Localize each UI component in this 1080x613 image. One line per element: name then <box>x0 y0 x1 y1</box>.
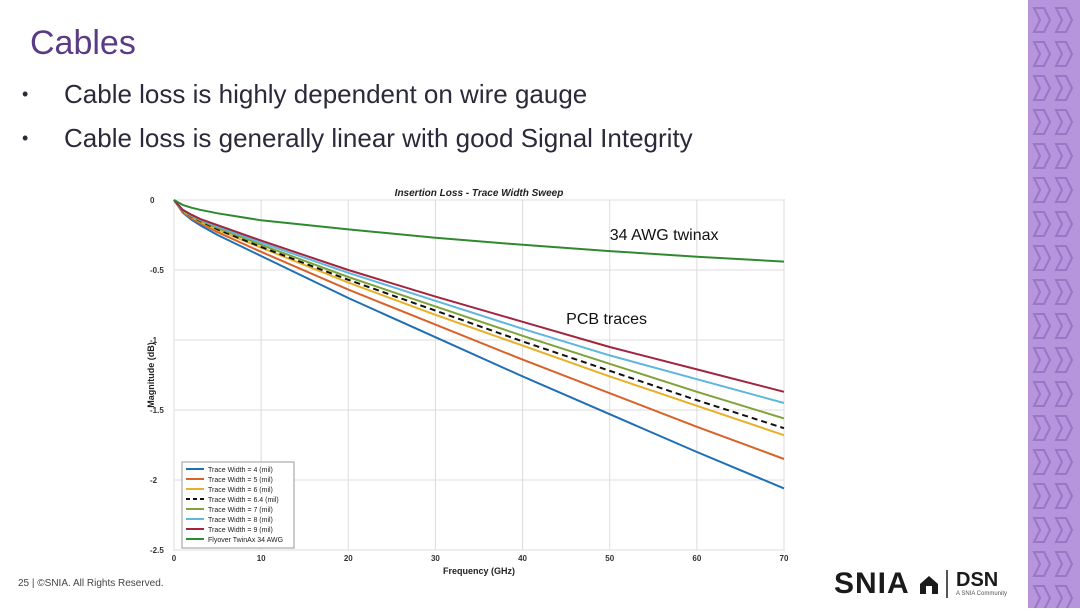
bullet-dot-icon: • <box>22 128 29 148</box>
y-tick-label: -2 <box>150 476 158 485</box>
x-tick-label: 10 <box>257 554 266 563</box>
x-tick-label: 30 <box>431 554 440 563</box>
chevron-pattern-icon <box>1032 7 1074 611</box>
x-tick-label: 60 <box>692 554 701 563</box>
legend-box <box>181 461 295 549</box>
snia-logo: SNIA <box>834 567 910 600</box>
chart-annotation: PCB traces <box>566 311 647 328</box>
legend-label: Trace Width = 8 (mil) <box>208 517 273 524</box>
y-tick-label: -0.5 <box>150 266 164 275</box>
y-axis-label: Magnitude (dB) <box>146 342 156 408</box>
x-tick-label: 0 <box>172 554 177 563</box>
series-line <box>173 199 785 460</box>
series-line <box>173 199 785 263</box>
logo-divider <box>946 570 948 598</box>
legend-label: Trace Width = 7 (mil) <box>208 507 273 514</box>
bullet-text: Cable loss is generally linear with good… <box>64 123 693 153</box>
snia-logo-mark-icon <box>920 576 938 594</box>
insertion-loss-chart: 0 10 20 30 40 50 60 70 0 -0.5 -1 -1.5 -2 -2.5 Insertio… <box>146 188 789 576</box>
x-axis-label: Frequency (GHz) <box>443 566 515 576</box>
legend-label: Trace Width = 4 (mil) <box>208 467 273 474</box>
x-tick-label: 70 <box>780 554 789 563</box>
footer-copyright: 25 | ©SNIA. All Rights Reserved. <box>18 578 164 589</box>
legend-label: Trace Width = 5 (mil) <box>208 477 273 484</box>
y-tick-label: -2.5 <box>150 546 164 555</box>
x-tick-label: 20 <box>344 554 353 563</box>
dsn-logo: DSN <box>956 569 999 591</box>
legend-label: Trace Width = 6 (mil) <box>208 487 273 494</box>
legend-label: Flyover TwinAx 34 AWG <box>208 537 283 544</box>
dsn-logo-tagline: A SNIA Community <box>956 591 1008 597</box>
y-tick-label: 0 <box>150 196 155 205</box>
y-tick-label: -1 <box>150 336 158 345</box>
series-line <box>173 199 785 490</box>
x-tick-label: 50 <box>605 554 614 563</box>
y-tick-label: -1.5 <box>150 406 164 415</box>
chart-title: Insertion Loss - Trace Width Sweep <box>395 188 564 199</box>
legend-label: Trace Width = 6.4 (mil) <box>208 497 279 504</box>
bullet-dot-icon: • <box>22 84 29 104</box>
slide-title: Cables <box>30 24 136 62</box>
decorative-band <box>1028 0 1080 611</box>
x-tick-label: 40 <box>518 554 527 563</box>
legend-label: Trace Width = 9 (mil) <box>208 527 273 534</box>
series-line <box>173 199 785 393</box>
bullet-text: Cable loss is highly dependent on wire g… <box>64 79 588 109</box>
chart-annotation: 34 AWG twinax <box>610 227 719 244</box>
